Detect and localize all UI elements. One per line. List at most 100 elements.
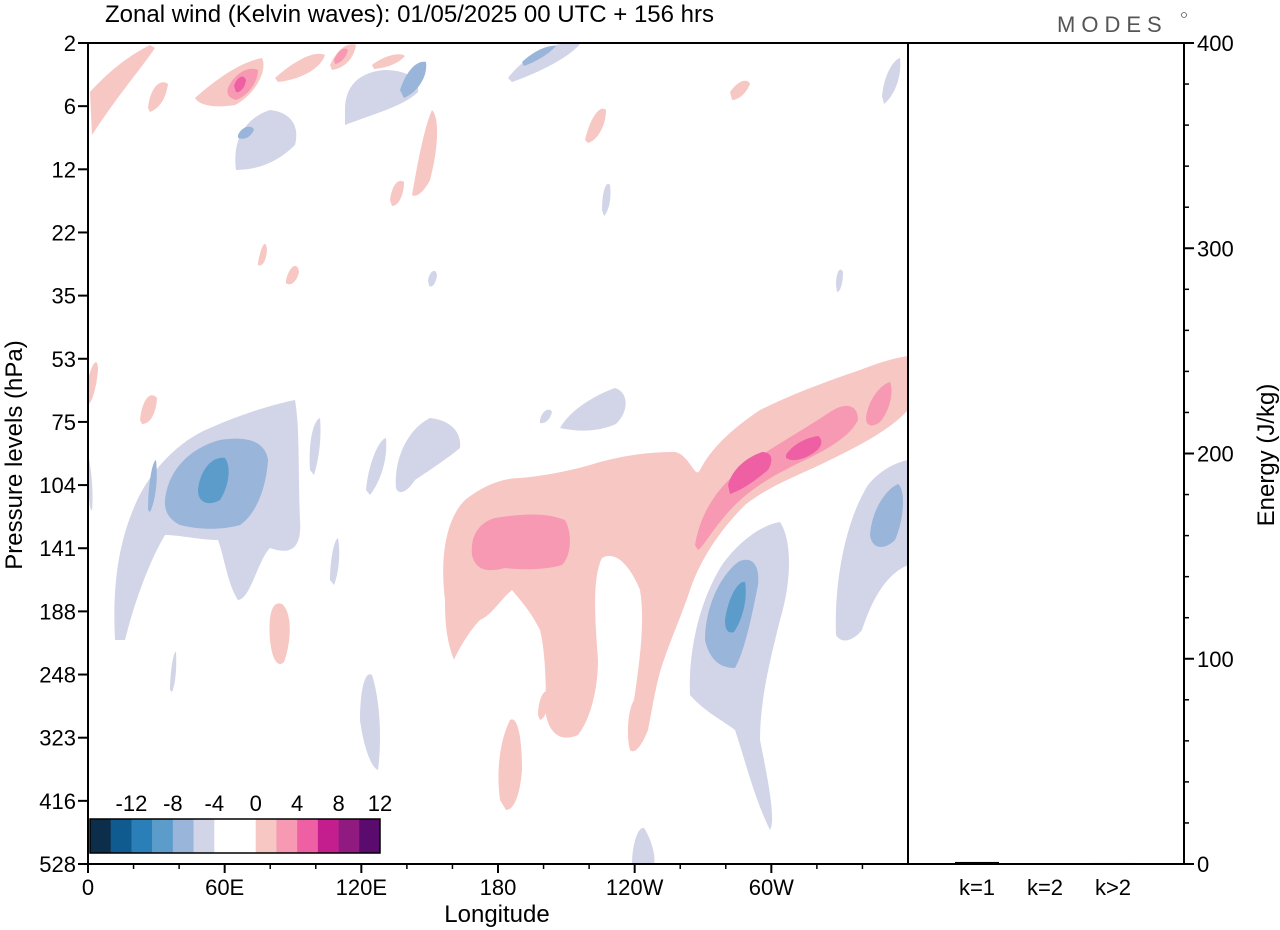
contour-neg-mid-3 [522, 45, 556, 66]
energy-tick-label: 400 [1197, 31, 1234, 56]
y-tick-label: 188 [39, 599, 76, 624]
y-tick-label: 53 [52, 347, 76, 372]
colorbar-label: -12 [116, 791, 148, 816]
y-tick-label: 248 [39, 663, 76, 688]
contour-neg-mid-7 [870, 484, 904, 547]
x-axis-title: Longitude [444, 901, 549, 928]
contour-pos-mid-10 [866, 382, 892, 426]
contour-pos-weak-14 [88, 362, 98, 405]
energy-bar [1023, 863, 1067, 865]
energy-bars [955, 861, 1135, 865]
contour-neg-mid-1 [238, 126, 254, 139]
contour-neg-weak-19 [309, 418, 321, 475]
energy-tick-label: 300 [1197, 236, 1234, 261]
x-tick-label: 180 [480, 875, 517, 900]
chart-title: Zonal wind (Kelvin waves): 01/05/2025 00… [105, 1, 714, 28]
colorbar: -12 -8 -4 0 4 8 12 [89, 791, 392, 854]
contour-pos-weak-5 [372, 54, 405, 69]
colorbar-swatch [193, 819, 215, 853]
contour-neg-mid-5 [148, 460, 157, 512]
y-tick-label: 75 [52, 410, 76, 435]
energy-tick-label: 0 [1197, 852, 1209, 877]
contour-neg-weak-11 [560, 388, 626, 431]
contour-neg-weak-18 [330, 538, 340, 585]
energy-axis-title: Energy (J/kg) [1253, 384, 1280, 527]
contour-neg-strong-1 [198, 457, 229, 504]
colorbar-swatch [359, 819, 381, 853]
contour-neg-weak-16 [170, 651, 177, 692]
contour-pos-weak-8 [390, 180, 404, 206]
contour-pos-mid-2 [334, 48, 348, 64]
modes-logo: MODES [1057, 12, 1168, 37]
contour-neg-weak-20 [88, 455, 93, 511]
longitude-axis: 0 60E 120E 180 120W 60W [82, 864, 864, 900]
y-tick-label: 22 [52, 220, 76, 245]
contour-neg-weak-17 [632, 827, 655, 864]
contour-neg-weak-9 [395, 418, 461, 493]
contour-neg-weak-1 [235, 110, 297, 170]
y-tick-label: 416 [39, 789, 76, 814]
contour-pos-weak-6 [148, 82, 168, 112]
contour-pos-weak-9 [585, 108, 606, 143]
colorbar-swatch [172, 819, 194, 853]
contour-neg-weak-6 [836, 269, 843, 292]
colorbar-swatch [276, 819, 298, 853]
contour-pos-weak-3 [275, 53, 325, 82]
energy-bar [1091, 862, 1135, 864]
colorbar-label: 0 [250, 791, 262, 816]
contour-pos-weak-10 [730, 80, 750, 100]
x-tick-label: 60E [205, 875, 244, 900]
logo-registered-mark [1181, 12, 1187, 18]
colorbar-swatch [297, 819, 319, 853]
y-tick-label: 2 [64, 31, 76, 56]
colorbar-swatch [317, 819, 339, 853]
energy-category-label: k>2 [1095, 875, 1131, 900]
contour-pos-weak-1 [90, 45, 155, 135]
energy-panel: 0 100 200 300 400 k=1 k=2 k>2 [907, 31, 1234, 900]
contour-pos-strong-2 [728, 452, 772, 494]
pressure-axis: 2 6 12 22 35 53 75 104 141 188 248 323 416 528 [39, 31, 88, 877]
contour-neg-weak-10 [366, 438, 387, 495]
energy-frame [907, 42, 1185, 865]
y-axis-title: Pressure levels (hPa) [1, 340, 28, 569]
colorbar-swatch [255, 819, 277, 853]
contour-neg-weak-7 [428, 270, 437, 287]
contour-neg-weak-12 [540, 409, 552, 424]
heatmap-panel [87, 42, 909, 865]
colorbar-label: 8 [332, 791, 344, 816]
contour-neg-strong-2 [725, 581, 746, 633]
contour-neg-weak-15 [360, 674, 380, 770]
energy-category-label: k=1 [959, 875, 995, 900]
colorbar-swatch [152, 819, 174, 853]
contour-neg-weak-4 [882, 58, 901, 104]
contour-pos-mid-8 [471, 514, 570, 571]
contour-neg-mid-2 [400, 61, 427, 98]
contour-pos-weak-13 [140, 395, 157, 424]
x-tick-label: 60W [749, 875, 794, 900]
colorbar-swatch [90, 819, 112, 853]
colorbar-label: -8 [163, 791, 183, 816]
contour-pos-strong-3 [786, 436, 822, 461]
energy-tick-label: 200 [1197, 442, 1234, 467]
colorbar-swatch [131, 819, 153, 853]
energy-bar [955, 861, 999, 864]
colorbar-swatch [214, 819, 236, 853]
colorbar-swatch [110, 819, 132, 853]
y-tick-label: 323 [39, 726, 76, 751]
contour-pos-strong-1 [234, 76, 246, 93]
y-tick-label: 12 [52, 157, 76, 182]
wind-contours [88, 44, 908, 864]
energy-tick-label: 100 [1197, 647, 1234, 672]
wavenumber-axis: k=1 k=2 k>2 [959, 875, 1131, 900]
x-tick-label: 0 [82, 875, 94, 900]
contour-pos-weak-12 [258, 244, 267, 266]
y-tick-label: 141 [39, 536, 76, 561]
contour-neg-weak-3 [508, 44, 580, 82]
colorbar-frame [89, 818, 381, 854]
y-tick-label: 528 [39, 852, 76, 877]
contour-neg-weak-5 [602, 183, 611, 216]
x-tick-label: 120E [336, 875, 387, 900]
contour-pos-weak-18 [538, 691, 549, 720]
colorbar-label: 12 [368, 791, 392, 816]
